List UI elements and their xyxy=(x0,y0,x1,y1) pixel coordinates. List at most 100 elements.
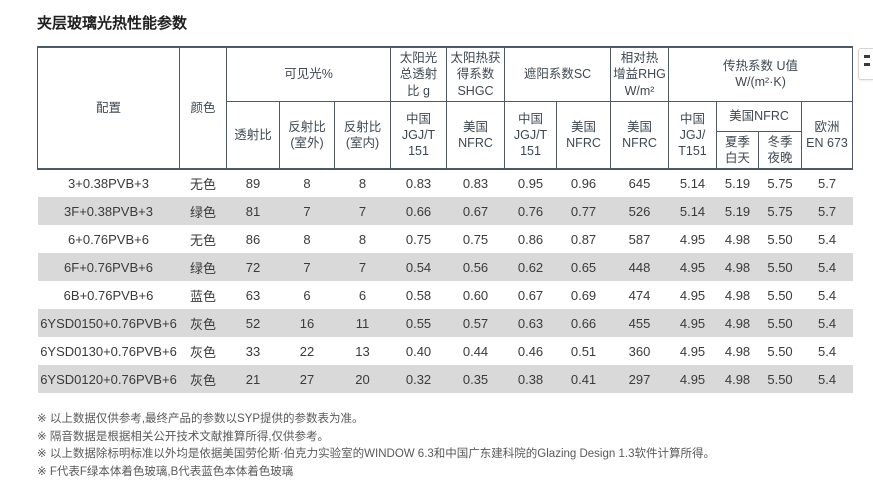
header-u-winter-night: 冬季 夜晚 xyxy=(758,130,803,170)
color-cell: 无色 xyxy=(189,232,216,248)
config-cell: 6+0.76PVB+6 xyxy=(68,231,149,247)
color-cell: 无色 xyxy=(179,168,227,198)
list-icon xyxy=(864,55,870,58)
color-cell: 灰色 xyxy=(179,365,227,394)
value-cell: 0.75 xyxy=(405,231,432,247)
page-title: 夹层玻璃光热性能参数 xyxy=(37,15,188,32)
value-cell: 0.67 xyxy=(517,287,544,303)
value-cell: 0.55 xyxy=(390,309,447,338)
value-cell: 5.4 xyxy=(801,309,853,338)
value-cell: 5.4 xyxy=(817,343,837,359)
value-cell: 5.50 xyxy=(758,309,802,338)
footnote: ※ 隔音数据是根据相关公开技术文献推算所得,仅供参考。 xyxy=(37,430,330,443)
table-row: 6YSD0150+0.76PVB+6 灰色 52 16 11 0.55 0.57 0.63 0.… xyxy=(37,309,853,338)
header-u-europe-en673: 欧洲 EN 673 xyxy=(801,100,854,170)
value-cell: 4.98 xyxy=(724,231,751,247)
value-cell: 13 xyxy=(355,343,370,359)
value-cell: 4.95 xyxy=(679,287,706,303)
value-cell: 0.51 xyxy=(570,343,597,359)
value-cell: 0.38 xyxy=(504,365,557,394)
value-cell: 4.95 xyxy=(679,231,706,247)
value-cell: 4.95 xyxy=(668,309,717,338)
color-cell: 绿色 xyxy=(179,197,227,226)
value-cell: 360 xyxy=(628,343,651,359)
value-cell: 4.98 xyxy=(716,253,759,282)
value-cell: 0.66 xyxy=(390,197,447,226)
header-sc-china-jgjt151: 中国 JGJ/T 151 xyxy=(504,100,558,170)
value-cell: 89 xyxy=(226,168,280,198)
value-cell: 22 xyxy=(299,343,315,359)
value-cell: 297 xyxy=(610,365,669,394)
config-cell: 6YSD0120+0.76PVB+6 xyxy=(37,365,180,394)
config-cell: 6YSD0130+0.76PVB+6 xyxy=(40,343,177,359)
table-row: 6F+0.76PVB+6 绿色 72 7 7 0.54 0.56 0.62 0.65 448 4.9… xyxy=(37,253,853,282)
value-cell: 8 xyxy=(358,231,367,247)
value-cell: 8 xyxy=(334,168,391,198)
value-cell: 0.32 xyxy=(390,365,447,394)
value-cell: 0.96 xyxy=(556,168,611,198)
value-cell: 0.83 xyxy=(446,168,505,198)
value-cell: 81 xyxy=(226,197,280,226)
value-cell: 5.75 xyxy=(758,168,802,198)
value-cell: 16 xyxy=(279,309,335,338)
value-cell: 0.58 xyxy=(405,287,432,303)
header-color: 颜色 xyxy=(179,45,227,170)
value-cell: 7 xyxy=(279,197,335,226)
value-cell: 4.98 xyxy=(724,287,751,303)
config-cell: 3+0.38PVB+3 xyxy=(37,168,180,198)
header-u-value: 传热系数 U值 W/(m²·K) xyxy=(668,45,854,102)
value-cell: 21 xyxy=(226,365,280,394)
header-u-us-nfrc: 美国NFRC xyxy=(716,100,803,132)
value-cell: 0.77 xyxy=(556,197,611,226)
header-shgc-us-nfrc: 美国 NFRC xyxy=(446,100,506,170)
value-cell: 11 xyxy=(334,309,391,338)
value-cell: 33 xyxy=(245,343,261,359)
value-cell: 5.19 xyxy=(716,197,759,226)
value-cell: 5.7 xyxy=(801,168,853,198)
value-cell: 4.95 xyxy=(668,365,717,394)
value-cell: 455 xyxy=(610,309,669,338)
value-cell: 0.57 xyxy=(446,309,505,338)
value-cell: 4.95 xyxy=(668,253,717,282)
table-row: 3+0.38PVB+3 无色 89 8 8 0.83 0.83 0.95 0.96 645 5.14… xyxy=(37,168,853,198)
value-cell: 645 xyxy=(610,168,669,198)
side-floating-widget[interactable] xyxy=(858,48,873,80)
config-cell: 6YSD0150+0.76PVB+6 xyxy=(37,309,180,338)
config-cell: 3F+0.38PVB+3 xyxy=(37,197,180,226)
header-transmittance: 透射比 xyxy=(226,100,280,170)
value-cell: 0.63 xyxy=(504,309,557,338)
value-cell: 4.98 xyxy=(724,343,751,359)
value-cell: 5.14 xyxy=(668,197,717,226)
value-cell: 0.44 xyxy=(462,343,489,359)
table-row: 6YSD0120+0.76PVB+6 灰色 21 27 20 0.32 0.35 0.38 0.… xyxy=(37,365,853,394)
header-reflectance-outdoor: 反射比 (室外) xyxy=(279,100,335,170)
value-cell: 6 xyxy=(303,287,311,303)
value-cell: 0.65 xyxy=(556,253,611,282)
value-cell: 0.46 xyxy=(517,343,544,359)
value-cell: 7 xyxy=(334,197,391,226)
footnote: ※ 以上数据除标明标准以外均是依据美国劳伦斯·伯克力实验室的WINDOW 6.3… xyxy=(37,448,715,461)
color-cell: 灰色 xyxy=(179,309,227,338)
value-cell: 5.50 xyxy=(758,253,802,282)
value-cell: 474 xyxy=(628,287,651,303)
value-cell: 587 xyxy=(628,231,651,247)
value-cell: 526 xyxy=(610,197,669,226)
value-cell: 63 xyxy=(245,287,261,303)
value-cell: 5.4 xyxy=(817,231,837,247)
value-cell: 0.62 xyxy=(504,253,557,282)
value-cell: 0.86 xyxy=(517,231,544,247)
value-cell: 0.67 xyxy=(446,197,505,226)
header-reflectance-indoor: 反射比 (室内) xyxy=(333,100,392,170)
value-cell: 52 xyxy=(226,309,280,338)
color-cell: 灰色 xyxy=(189,344,216,360)
config-cell: 6B+0.76PVB+6 xyxy=(63,287,154,303)
header-rhg: 相对热 增益RHG W/m² xyxy=(610,45,670,102)
value-cell: 5.50 xyxy=(758,365,802,394)
value-cell: 72 xyxy=(226,253,280,282)
value-cell: 5.4 xyxy=(801,253,853,282)
value-cell: 7 xyxy=(279,253,335,282)
value-cell: 8 xyxy=(279,168,335,198)
value-cell: 4.98 xyxy=(716,365,759,394)
value-cell: 5.19 xyxy=(716,168,759,198)
